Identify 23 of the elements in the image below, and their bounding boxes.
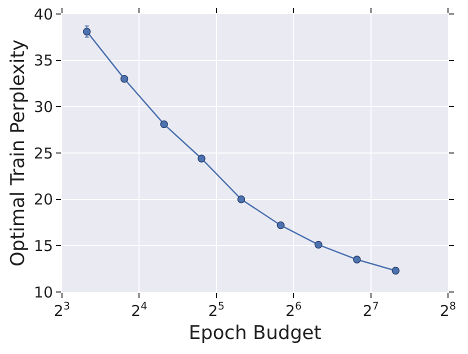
point [353, 256, 361, 264]
point [120, 74, 128, 83]
point [314, 240, 322, 249]
x-tick-label: 2$^{7}$ [362, 300, 379, 320]
y-tick-label: 15 [34, 236, 53, 255]
x-axis-title: Epoch Budget [188, 322, 322, 344]
point [198, 154, 206, 162]
y-tick-label: 20 [34, 190, 53, 209]
y-axis-title: Optimal Train Perplexity [6, 39, 29, 267]
point [392, 266, 400, 275]
x-tick-label: 2$^{4}$ [131, 300, 148, 320]
y-tick-label: 40 [34, 5, 53, 24]
x-tick-label: 2$^{5}$ [208, 300, 225, 320]
x-tick-label: 2$^{3}$ [54, 300, 70, 320]
y-tick-label: 10 [34, 283, 53, 302]
x-tick-label: 2$^{6}$ [285, 300, 302, 320]
y-tick-label: 30 [34, 98, 53, 116]
y-tick-label: 35 [34, 52, 53, 70]
point [237, 195, 246, 204]
x-tick-label: 2$^{8}$ [440, 300, 456, 320]
y-tick-label: 25 [34, 144, 53, 162]
point [276, 221, 285, 230]
point [160, 120, 168, 128]
